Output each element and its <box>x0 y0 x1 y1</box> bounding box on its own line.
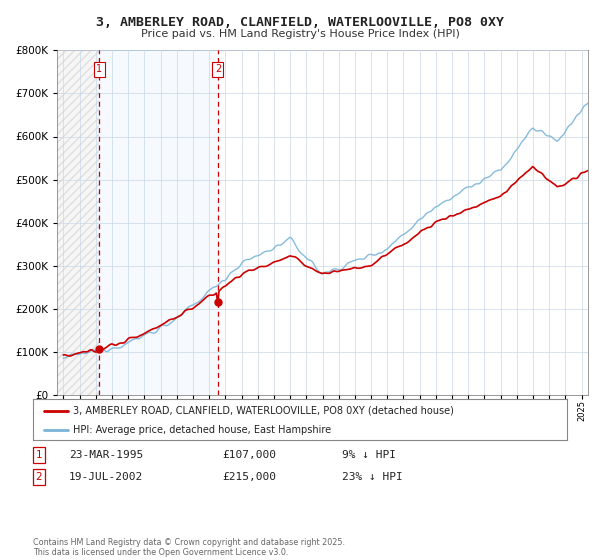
Text: 19-JUL-2002: 19-JUL-2002 <box>69 472 143 482</box>
Text: £107,000: £107,000 <box>222 450 276 460</box>
Text: £215,000: £215,000 <box>222 472 276 482</box>
Text: 3, AMBERLEY ROAD, CLANFIELD, WATERLOOVILLE, PO8 0XY: 3, AMBERLEY ROAD, CLANFIELD, WATERLOOVIL… <box>96 16 504 29</box>
Text: 9% ↓ HPI: 9% ↓ HPI <box>342 450 396 460</box>
Text: 3, AMBERLEY ROAD, CLANFIELD, WATERLOOVILLE, PO8 0XY (detached house): 3, AMBERLEY ROAD, CLANFIELD, WATERLOOVIL… <box>73 405 454 416</box>
Text: 2: 2 <box>35 472 43 482</box>
Text: 1: 1 <box>97 64 103 74</box>
Text: Contains HM Land Registry data © Crown copyright and database right 2025.
This d: Contains HM Land Registry data © Crown c… <box>33 538 345 557</box>
Bar <box>100 50 218 395</box>
Text: 1: 1 <box>35 450 43 460</box>
Text: 23% ↓ HPI: 23% ↓ HPI <box>342 472 403 482</box>
Text: 2: 2 <box>215 64 221 74</box>
Text: HPI: Average price, detached house, East Hampshire: HPI: Average price, detached house, East… <box>73 424 331 435</box>
Bar <box>55 50 100 395</box>
Text: 23-MAR-1995: 23-MAR-1995 <box>69 450 143 460</box>
Text: Price paid vs. HM Land Registry's House Price Index (HPI): Price paid vs. HM Land Registry's House … <box>140 29 460 39</box>
